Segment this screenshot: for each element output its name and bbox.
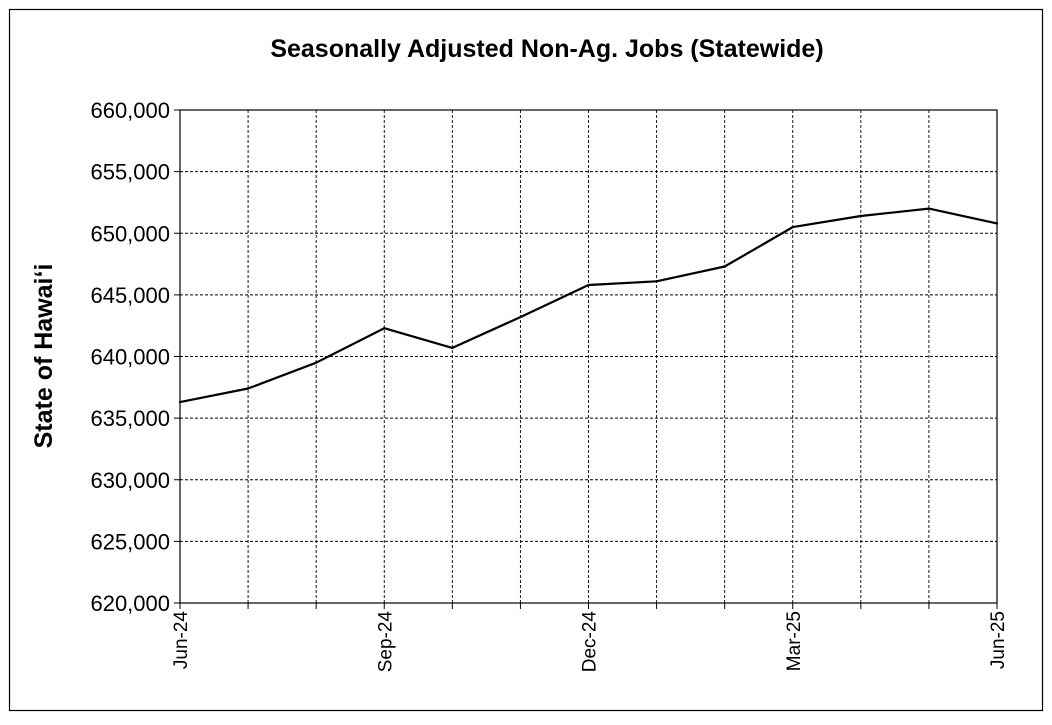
y-axis-label: State of Hawai‘i (30, 264, 58, 449)
data-point (519, 315, 522, 319)
data-point (927, 207, 931, 210)
y-tick-label: 640,000 (90, 345, 170, 370)
y-tick-label: 650,000 (90, 221, 170, 246)
x-tick-label: Sep-24 (375, 611, 396, 673)
data-point (383, 326, 386, 330)
x-tick-label: Jun-25 (988, 611, 1009, 669)
y-tick-label: 655,000 (90, 160, 170, 185)
y-tick-label: 625,000 (90, 529, 170, 554)
y-tick-labels: 620,000 625,000 630,000 635,000 640,000 645,0… (90, 98, 170, 616)
x-tick-label: Jun-24 (171, 611, 192, 670)
data-point (246, 387, 250, 390)
data-point (791, 225, 794, 229)
y-tick-label: 620,000 (90, 591, 170, 616)
x-tick-label: Dec-24 (580, 611, 601, 673)
chart-frame (8, 8, 1044, 712)
y-tick-label: 660,000 (90, 98, 170, 123)
x-tick-labels: Jun-24 Sep-24 Dec-24 Mar-25 Jun-25 (171, 611, 1009, 673)
x-tick-label: Mar-25 (784, 611, 805, 671)
plot-area (179, 109, 998, 604)
data-point (723, 265, 726, 268)
y-tick-label: 645,000 (90, 283, 170, 308)
data-point (655, 280, 658, 283)
data-point (587, 283, 590, 287)
chart-title: Seasonally Adjusted Non-Ag. Jobs (Statew… (270, 35, 823, 63)
data-point (178, 400, 182, 404)
y-tick-label: 630,000 (90, 468, 170, 493)
y-tick-label: 635,000 (90, 406, 170, 431)
data-point (859, 214, 863, 218)
data-point (995, 222, 999, 225)
series-layer (178, 207, 999, 404)
data-point (314, 361, 318, 364)
data-point (451, 346, 454, 350)
